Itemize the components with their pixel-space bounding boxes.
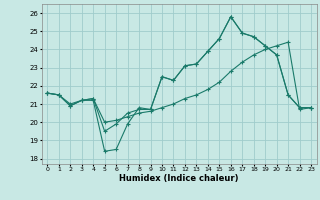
X-axis label: Humidex (Indice chaleur): Humidex (Indice chaleur) xyxy=(119,174,239,183)
